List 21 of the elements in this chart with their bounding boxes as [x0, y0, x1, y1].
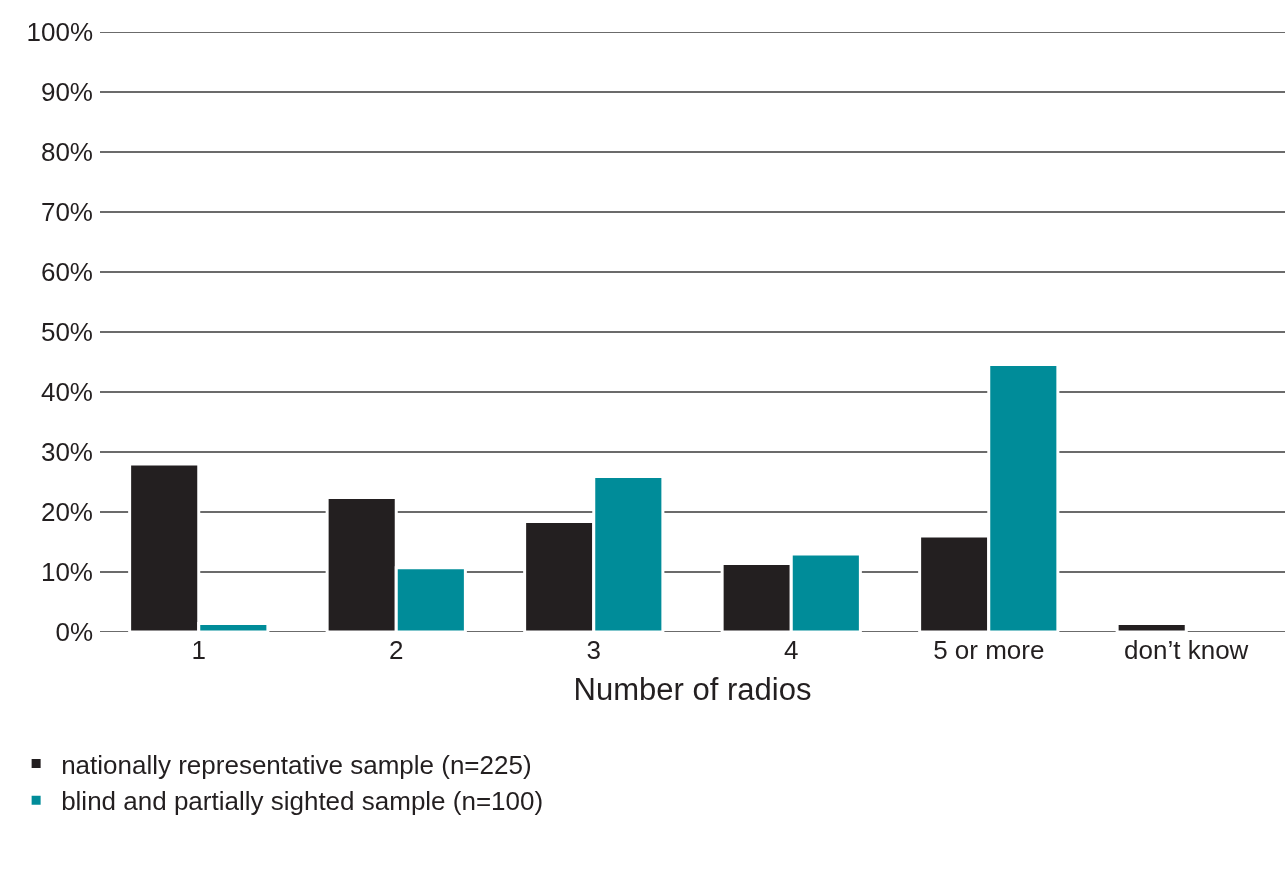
y-tick-label: 40% [40, 377, 93, 408]
x-tick-label: 4 [784, 635, 799, 665]
y-tick-label: 50% [40, 317, 93, 348]
y-tick-label: 10% [40, 557, 93, 588]
y-tick-label: 100% [26, 17, 93, 48]
x-tick-label: 1 [191, 635, 206, 665]
bar [1115, 622, 1188, 632]
x-tick-label: 3 [586, 635, 601, 665]
y-tick-label: 70% [40, 197, 93, 228]
y-tick-label: 80% [40, 137, 93, 168]
legend-label: blind and partially sighted sample (n=100) [61, 786, 544, 817]
y-tick-label: 60% [40, 257, 93, 288]
x-tick-label: don’t know [1124, 635, 1249, 665]
y-tick-label: 30% [40, 437, 93, 468]
y-tick-label: 90% [40, 77, 93, 108]
x-tick-label: 2 [389, 635, 404, 665]
y-tick-label: 20% [40, 497, 93, 528]
y-tick-label: 0% [55, 617, 93, 648]
x-tick-label: 5 or more [933, 635, 1045, 665]
legend-label: nationally representative sample (n=225) [61, 749, 532, 780]
x-axis-title: Number of radios [573, 672, 812, 708]
